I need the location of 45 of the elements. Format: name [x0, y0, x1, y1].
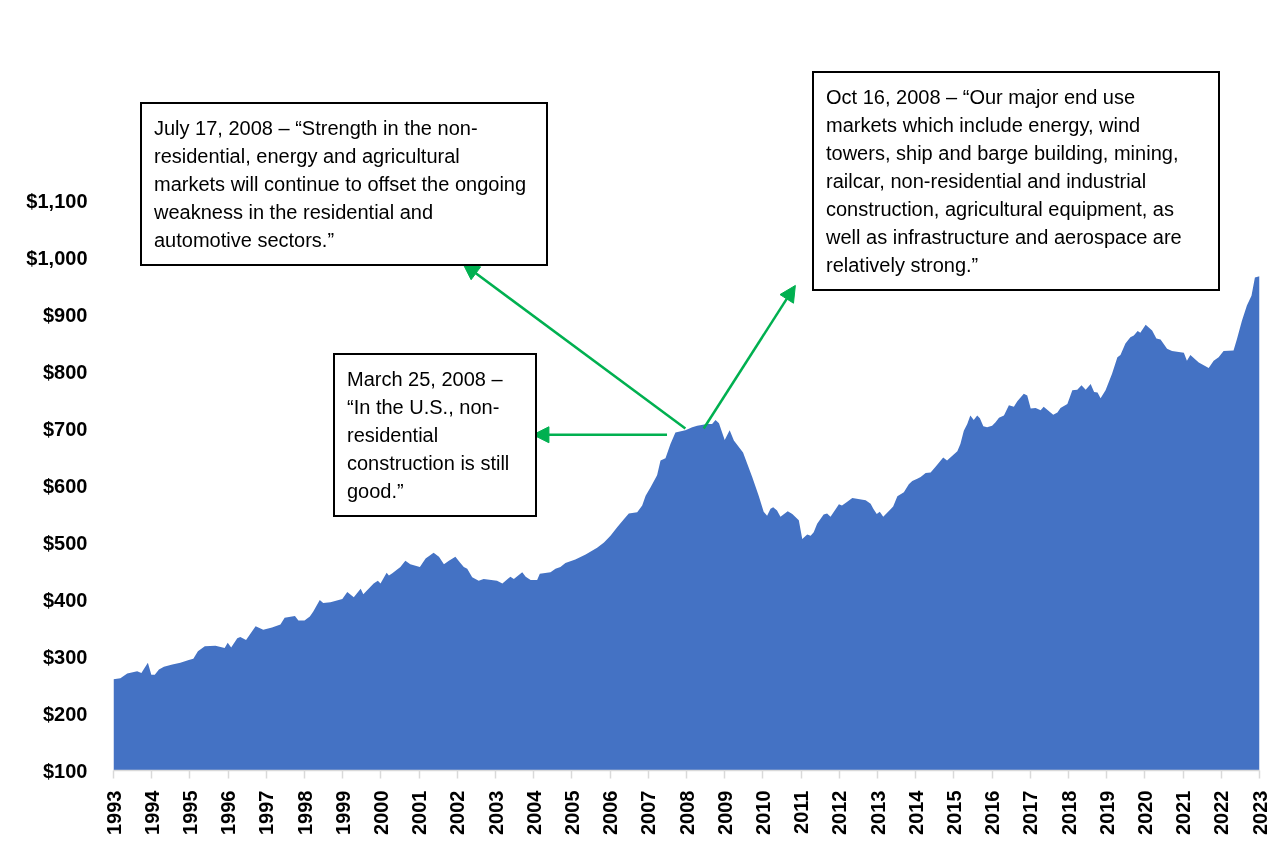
x-tick-label: 1999	[331, 790, 354, 835]
x-tick-label: 2000	[369, 790, 392, 835]
x-tick-label: 1993	[102, 790, 125, 835]
annotation: Oct 16, 2008 – “Our major end use markets which include energy, wind towers, ship and barge building, mining, railcar, non-residential and industrial construction, agricultural equipment, as well as infrastructure and aerospace are relatively strong.”	[826, 85, 1183, 278]
x-tick-label: 2007	[637, 790, 660, 835]
x-tick-label: 2014	[904, 789, 927, 835]
x-tick-label: 2012	[828, 790, 851, 835]
x-tick-label: 2020	[1133, 790, 1156, 835]
x-tick-label: 1996	[217, 790, 240, 835]
x-tick-label: 2023	[1248, 790, 1271, 835]
x-tick-label: 1994	[140, 789, 163, 835]
x-tick-label: 2008	[675, 790, 698, 835]
annotation: March 25, 2008 – “In the U.S., non-residential construction is still good.”	[347, 367, 511, 504]
x-tick-label: 2018	[1057, 790, 1080, 835]
y-tick-label: $900	[43, 303, 88, 326]
y-tick-label: $100	[43, 759, 88, 782]
x-tick-label: 2015	[942, 790, 965, 835]
x-tick-label: 2002	[446, 790, 469, 835]
x-tick-label: 2006	[599, 790, 622, 835]
x-tick-label: 1998	[293, 790, 316, 835]
x-tick-label: 2005	[560, 790, 583, 835]
x-tick-label: 2019	[1095, 790, 1118, 835]
y-tick-label: $1,000	[26, 246, 88, 269]
y-tick-label: $400	[43, 588, 88, 611]
x-tick-label: 1997	[255, 790, 278, 835]
y-tick-label: $300	[43, 645, 88, 668]
y-tick-label: $800	[43, 360, 88, 383]
x-tick-label: 2004	[522, 789, 545, 835]
x-tick-label: 2022	[1210, 790, 1233, 835]
y-tick-label: $1,100	[26, 189, 88, 212]
x-tick-label: 2013	[866, 790, 889, 835]
x-tick-label: 2016	[981, 790, 1004, 835]
x-tick-label: 1995	[178, 790, 201, 835]
x-tick-label: 2021	[1172, 790, 1195, 835]
x-tick-label: 2001	[408, 790, 431, 835]
x-tick-label: 2003	[484, 790, 507, 835]
x-tick-label: 2011	[790, 790, 813, 834]
y-tick-label: $700	[43, 417, 88, 440]
annotation: July 17, 2008 – “Strength in the non-residential, energy and agricultural markets will continue to offset the ongoing weakness in the residential and automotive sectors.”	[154, 116, 528, 253]
y-tick-label: $600	[43, 474, 88, 497]
x-tick-label: 2009	[713, 790, 736, 835]
y-tick-label: $500	[43, 531, 88, 554]
x-tick-label: 2010	[751, 790, 774, 835]
y-tick-label: $200	[43, 702, 88, 725]
x-tick-label: 2017	[1019, 790, 1042, 835]
